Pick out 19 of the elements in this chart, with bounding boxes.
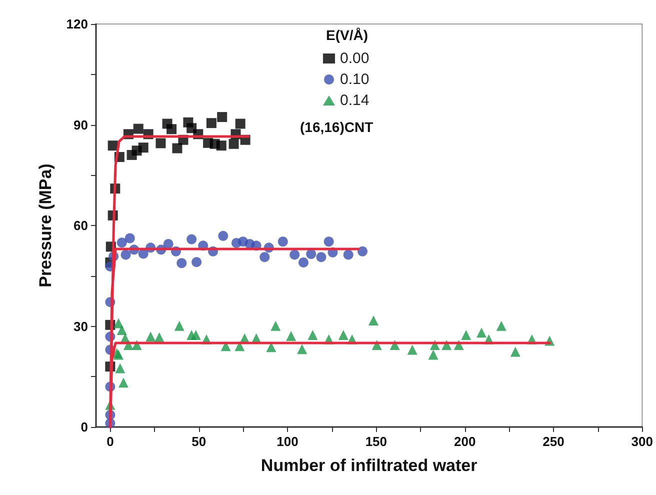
x-tick-label: 300 [631,434,654,449]
x-tick-label: 200 [454,434,476,449]
x-tick-label: 100 [276,434,298,449]
annotation: (16,16)CNT [300,119,374,135]
legend-label: 0.14 [340,92,370,109]
x-tick-label: 50 [192,434,206,449]
y-axis-title: Pressure (MPa) [36,164,55,288]
y-tick-label: 90 [74,117,88,132]
y-tick-label: 30 [74,318,88,334]
x-tick-label: 250 [542,434,564,449]
legend-label: 0.00 [340,50,370,67]
y-tick-label: 0 [80,420,88,434]
legend-label: 0.10 [340,71,370,88]
x-axis-title: Number of infiltrated water [260,456,478,475]
legend-title: E(V/Å) [326,27,368,43]
x-tick-label: 150 [365,434,388,449]
y-tick-label: 60 [74,218,88,233]
x-tick-label: 0 [106,434,114,449]
y-tick-label: 120 [66,16,88,32]
